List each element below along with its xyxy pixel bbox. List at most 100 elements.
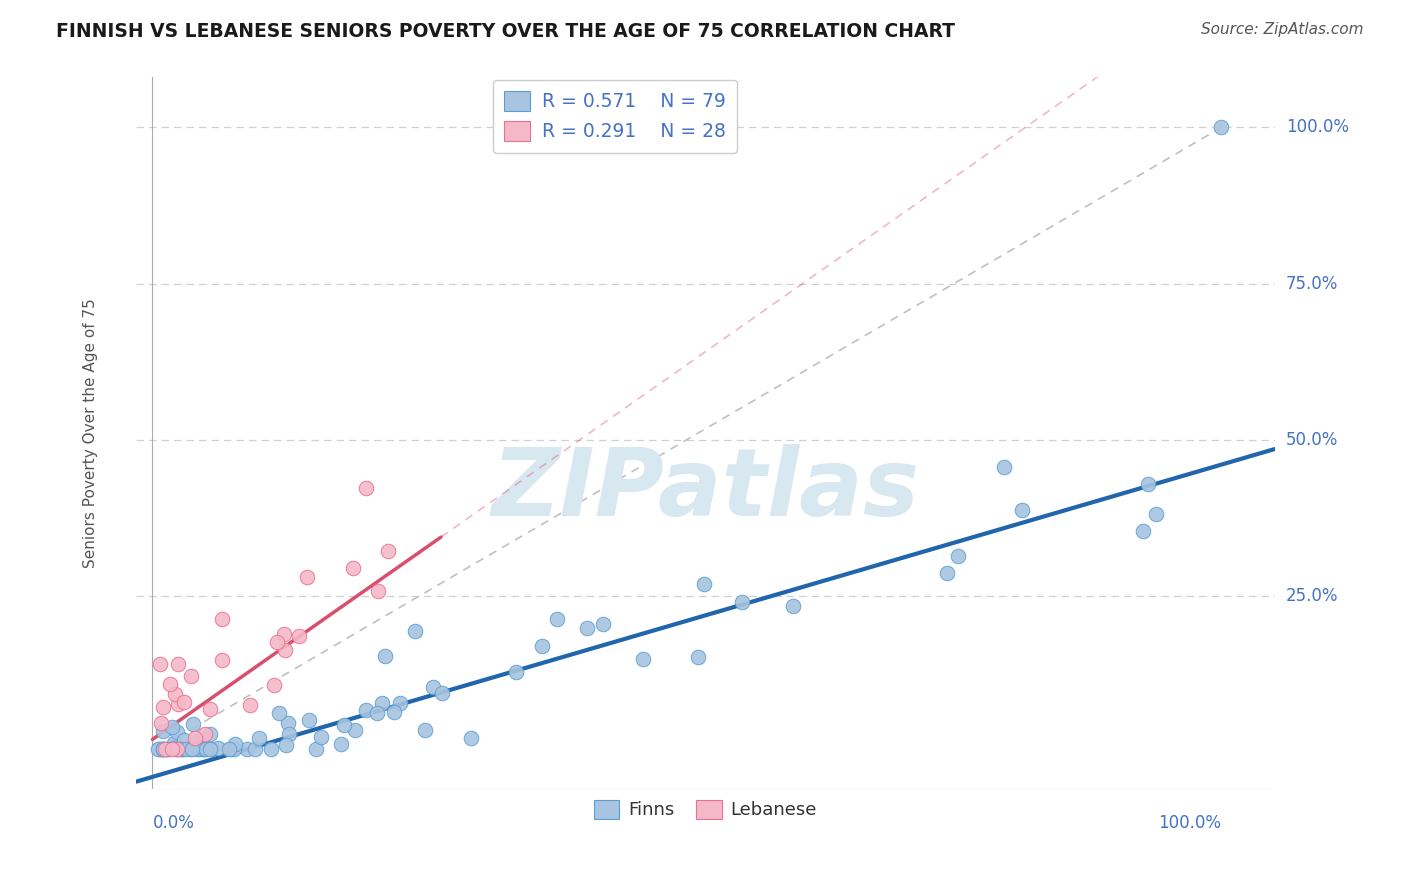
Point: [993, 459, 1015, 474]
Point: [686, 649, 709, 664]
Point: [367, 584, 389, 599]
Point: [382, 705, 405, 719]
Point: [186, 733, 208, 747]
Point: [152, 700, 174, 714]
Point: [278, 727, 301, 741]
Point: [221, 741, 243, 756]
Point: [273, 627, 295, 641]
Point: [159, 677, 181, 691]
Point: [236, 741, 259, 756]
Point: [422, 680, 444, 694]
Point: [263, 678, 285, 692]
Point: [288, 629, 311, 643]
Point: [460, 731, 482, 745]
Point: [274, 738, 297, 752]
Point: [404, 624, 426, 638]
Point: [176, 741, 198, 756]
Point: [152, 741, 174, 756]
Point: [218, 741, 240, 756]
Point: [224, 738, 246, 752]
Point: [186, 741, 208, 756]
Point: [184, 731, 207, 745]
Point: [413, 723, 436, 737]
Point: [388, 696, 411, 710]
Point: [371, 696, 394, 710]
Point: [295, 569, 318, 583]
Point: [239, 698, 262, 712]
Point: [1011, 502, 1033, 516]
Point: [172, 741, 194, 756]
Legend: Finns, Lebanese: Finns, Lebanese: [586, 792, 824, 827]
Point: [166, 741, 188, 756]
Point: [354, 703, 377, 717]
Point: [180, 741, 202, 756]
Point: [1211, 120, 1233, 135]
Point: [260, 741, 283, 756]
Point: [344, 723, 367, 737]
Point: [366, 706, 388, 721]
Point: [193, 741, 215, 756]
Point: [298, 713, 321, 727]
Point: [731, 595, 754, 609]
Point: [1144, 507, 1167, 521]
Point: [195, 741, 218, 756]
Point: [166, 724, 188, 739]
Point: [946, 549, 969, 563]
Point: [160, 741, 183, 756]
Point: [274, 642, 297, 657]
Point: [149, 715, 172, 730]
Point: [935, 566, 957, 580]
Point: [692, 576, 714, 591]
Point: [152, 723, 174, 738]
Point: [152, 741, 174, 756]
Point: [173, 695, 195, 709]
Text: Seniors Poverty Over the Age of 75: Seniors Poverty Over the Age of 75: [83, 299, 98, 568]
Text: 75.0%: 75.0%: [1286, 275, 1339, 293]
Point: [266, 634, 288, 648]
Point: [149, 657, 172, 671]
Point: [374, 648, 396, 663]
Point: [155, 741, 177, 756]
Point: [181, 716, 204, 731]
Text: 25.0%: 25.0%: [1286, 587, 1339, 605]
Point: [169, 741, 191, 756]
Point: [163, 740, 186, 755]
Point: [505, 665, 527, 679]
Point: [211, 612, 233, 626]
Point: [592, 617, 614, 632]
Point: [165, 687, 187, 701]
Text: ZIPatlas: ZIPatlas: [492, 444, 920, 536]
Point: [245, 741, 267, 756]
Point: [198, 701, 221, 715]
Text: Source: ZipAtlas.com: Source: ZipAtlas.com: [1201, 22, 1364, 37]
Point: [179, 741, 201, 756]
Point: [200, 727, 222, 741]
Text: FINNISH VS LEBANESE SENIORS POVERTY OVER THE AGE OF 75 CORRELATION CHART: FINNISH VS LEBANESE SENIORS POVERTY OVER…: [56, 22, 955, 41]
Point: [166, 741, 188, 756]
Point: [194, 726, 217, 740]
Text: 0.0%: 0.0%: [152, 814, 194, 832]
Point: [191, 741, 214, 756]
Point: [575, 621, 598, 635]
Point: [150, 741, 173, 756]
Point: [200, 741, 222, 756]
Point: [153, 741, 176, 756]
Point: [211, 653, 233, 667]
Point: [163, 736, 186, 750]
Point: [277, 715, 299, 730]
Point: [170, 741, 193, 756]
Point: [148, 741, 170, 756]
Point: [166, 657, 188, 671]
Point: [207, 740, 229, 755]
Point: [180, 669, 202, 683]
Point: [330, 737, 353, 751]
Point: [247, 731, 270, 746]
Point: [198, 741, 221, 756]
Point: [1136, 477, 1159, 491]
Point: [267, 706, 290, 720]
Point: [173, 732, 195, 747]
Point: [354, 481, 377, 495]
Point: [166, 697, 188, 711]
Point: [156, 741, 179, 756]
Text: 100.0%: 100.0%: [1159, 814, 1222, 832]
